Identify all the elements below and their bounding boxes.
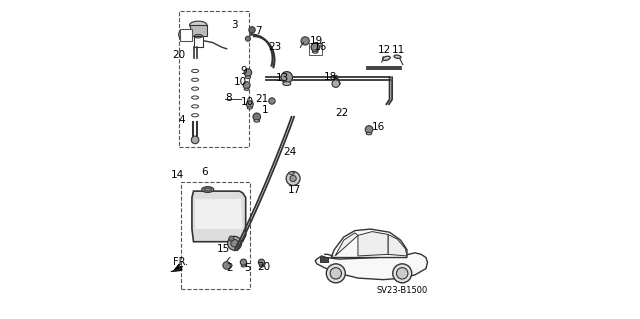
- FancyBboxPatch shape: [180, 34, 187, 40]
- Circle shape: [183, 32, 189, 38]
- Ellipse shape: [289, 172, 294, 174]
- Text: FR.: FR.: [173, 257, 188, 267]
- Ellipse shape: [204, 188, 212, 191]
- Polygon shape: [195, 199, 243, 229]
- Bar: [309, 43, 321, 55]
- Circle shape: [228, 236, 241, 250]
- Circle shape: [259, 259, 265, 265]
- Ellipse shape: [202, 187, 214, 192]
- Circle shape: [286, 172, 300, 185]
- Text: 8: 8: [225, 93, 232, 103]
- Ellipse shape: [245, 76, 251, 78]
- Polygon shape: [335, 233, 358, 256]
- Polygon shape: [331, 229, 407, 257]
- Text: 10: 10: [234, 77, 247, 87]
- Ellipse shape: [189, 21, 207, 29]
- Ellipse shape: [259, 265, 264, 267]
- Ellipse shape: [247, 107, 252, 109]
- Text: 22: 22: [335, 108, 348, 118]
- Text: 17: 17: [288, 184, 301, 195]
- Text: 7: 7: [255, 26, 262, 36]
- Bar: [181, 182, 250, 289]
- Text: 3: 3: [231, 20, 238, 30]
- Text: 16: 16: [314, 42, 326, 52]
- Text: 23: 23: [268, 42, 282, 52]
- Circle shape: [281, 71, 292, 83]
- Ellipse shape: [312, 51, 318, 53]
- Circle shape: [223, 262, 230, 269]
- Circle shape: [311, 43, 319, 51]
- Text: 12: 12: [378, 45, 392, 56]
- Polygon shape: [358, 232, 388, 256]
- Circle shape: [269, 98, 275, 104]
- Text: SV23-B1500: SV23-B1500: [376, 286, 428, 295]
- Text: 10: 10: [241, 97, 254, 107]
- Ellipse shape: [241, 265, 246, 267]
- Ellipse shape: [244, 88, 249, 90]
- Circle shape: [326, 264, 346, 283]
- Circle shape: [244, 69, 252, 76]
- Circle shape: [332, 80, 340, 87]
- Text: 14: 14: [171, 170, 184, 180]
- Text: 6: 6: [201, 167, 208, 177]
- Text: 18: 18: [324, 72, 337, 82]
- Text: 16: 16: [372, 122, 385, 132]
- Text: 1: 1: [262, 106, 269, 115]
- Ellipse shape: [283, 82, 291, 85]
- Circle shape: [243, 82, 250, 89]
- Circle shape: [311, 43, 319, 51]
- Text: 9: 9: [240, 66, 247, 76]
- Circle shape: [240, 259, 246, 265]
- Ellipse shape: [366, 132, 372, 135]
- Circle shape: [229, 236, 234, 241]
- Text: 5: 5: [244, 263, 252, 273]
- Ellipse shape: [254, 120, 260, 122]
- Circle shape: [179, 30, 188, 39]
- FancyBboxPatch shape: [320, 256, 328, 262]
- Circle shape: [231, 240, 239, 247]
- Bar: [179, 11, 249, 147]
- Text: 20: 20: [172, 50, 185, 60]
- Text: 21: 21: [255, 94, 268, 104]
- Polygon shape: [316, 253, 428, 280]
- Circle shape: [290, 175, 296, 182]
- FancyBboxPatch shape: [189, 25, 207, 36]
- Circle shape: [249, 27, 255, 33]
- Circle shape: [191, 136, 199, 144]
- Circle shape: [330, 268, 342, 279]
- Circle shape: [245, 36, 250, 41]
- Text: 4: 4: [179, 115, 185, 125]
- Bar: [180, 29, 192, 41]
- Circle shape: [393, 264, 412, 283]
- Polygon shape: [388, 234, 407, 256]
- Text: 13: 13: [276, 73, 289, 83]
- Circle shape: [301, 37, 309, 45]
- Text: 15: 15: [217, 244, 230, 254]
- Circle shape: [253, 113, 260, 121]
- Circle shape: [246, 101, 253, 108]
- Ellipse shape: [383, 56, 390, 60]
- Text: 11: 11: [392, 45, 405, 56]
- Text: 24: 24: [284, 147, 297, 157]
- Polygon shape: [171, 266, 182, 272]
- Circle shape: [365, 126, 373, 133]
- Text: 20: 20: [257, 262, 270, 272]
- Ellipse shape: [394, 55, 401, 58]
- Circle shape: [397, 268, 408, 279]
- Text: 19: 19: [310, 36, 323, 46]
- Polygon shape: [192, 191, 246, 242]
- Text: 2: 2: [227, 263, 233, 273]
- Ellipse shape: [194, 34, 202, 38]
